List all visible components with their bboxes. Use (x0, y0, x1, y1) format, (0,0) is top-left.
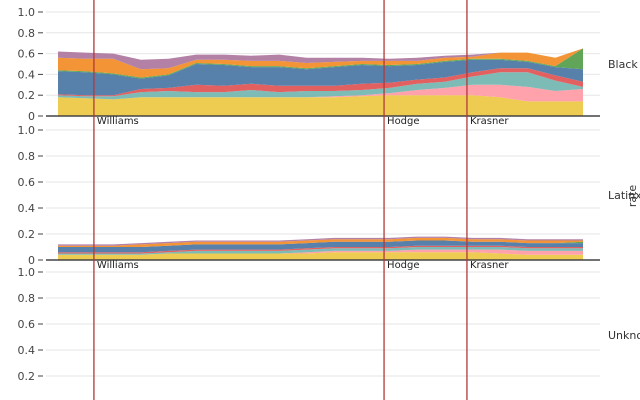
vline-label: Williams (97, 116, 139, 127)
y-tick-label: 1.0 (18, 124, 36, 137)
y-axis-title: rate (626, 185, 639, 208)
vline-label: Hodge (387, 116, 420, 127)
area-series-0 (58, 95, 583, 116)
vline-label: Krasner (470, 260, 509, 271)
vline-label: Hodge (387, 260, 420, 271)
y-tick-label: 0 (28, 254, 35, 267)
area-series-4 (58, 59, 583, 96)
facet-0: 0 0.2 0.4 0.6 0.8 1.0 Black (18, 6, 639, 123)
area-series-3 (58, 68, 583, 97)
area-series-2 (58, 72, 583, 100)
area-series-7 (58, 48, 583, 70)
area-series-6 (58, 48, 583, 78)
y-tick-label: 0.6 (18, 176, 36, 189)
facet-label: Latinx (608, 189, 640, 202)
area-series-4 (58, 240, 583, 253)
vline-label: Williams (97, 260, 139, 271)
y-tick-label: 0.4 (18, 68, 36, 81)
area-series-2 (58, 247, 583, 255)
area-series-1 (58, 84, 583, 102)
y-tick-label: 0.4 (18, 344, 36, 357)
y-tick-label: 0.8 (18, 292, 36, 305)
y-tick-label: 0.6 (18, 48, 36, 61)
y-tick-label: 0.4 (18, 202, 36, 215)
y-tick-label: 0.2 (18, 89, 36, 102)
facet-label: Black (608, 58, 638, 71)
y-tick-label: 0.2 (18, 370, 36, 383)
y-tick-label: 1.0 (18, 266, 36, 279)
y-tick-label: 0.8 (18, 150, 36, 163)
vline-label: Krasner (470, 116, 509, 127)
y-tick-label: 0.2 (18, 228, 36, 241)
y-tick-label: 0.8 (18, 27, 36, 40)
area-series-7 (58, 236, 583, 246)
area-series-1 (58, 249, 583, 255)
facet-1: 0 0.2 0.4 0.6 0.8 1.0 Latinx (18, 124, 640, 267)
y-tick-label: 1.0 (18, 6, 36, 19)
y-tick-label: 0.6 (18, 318, 36, 331)
area-series-0 (58, 252, 583, 260)
area-series-6 (58, 237, 583, 247)
y-tick-label: 0 (28, 110, 35, 123)
facet-2: 0.2 0.4 0.6 0.8 1.0 Unknown (18, 266, 640, 383)
facet-label: Unknown (608, 329, 640, 342)
area-series-3 (58, 245, 583, 254)
